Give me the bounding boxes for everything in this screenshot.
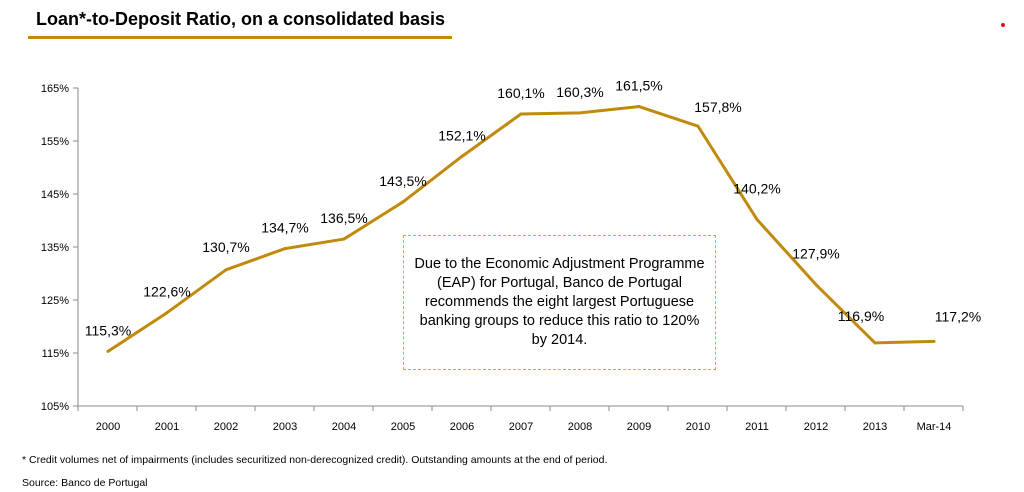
source-note: Source: Banco de Portugal [22,477,148,489]
x-tick-label: 2009 [627,421,651,433]
x-tick-label: 2000 [96,421,120,433]
x-tick-label: 2007 [509,421,533,433]
data-point [696,124,700,128]
data-point [106,349,110,353]
data-label: 160,3% [556,84,603,100]
data-point [342,237,346,241]
data-label: 136,5% [320,210,367,226]
data-point [283,247,287,251]
data-label: 117,2% [935,308,981,324]
data-point [224,268,228,272]
corner-marker [1001,23,1005,27]
annotation-text: Due to the Economic Adjustment Programme… [414,256,705,348]
data-label: 160,1% [497,85,544,101]
y-tick-label: 135% [41,242,69,254]
y-tick-label: 115% [42,348,70,360]
x-tick-label: 2011 [745,421,769,433]
y-tick-label: 165% [41,83,69,95]
y-tick-label: 125% [41,295,69,307]
data-label: 122,6% [143,284,190,300]
x-tick-label: 2013 [863,421,887,433]
x-tick-label: 2005 [391,421,415,433]
x-tick-label: 2002 [214,421,238,433]
data-point [401,200,405,204]
data-label: 127,9% [792,246,839,262]
data-point [460,154,464,158]
x-tick-label: 2001 [155,421,179,433]
footnote: * Credit volumes net of impairments (inc… [22,454,608,466]
data-point [873,341,877,345]
x-tick-label: 2010 [686,421,710,433]
data-point [578,111,582,115]
chart-title: Loan*-to-Deposit Ratio, on a consolidate… [36,9,446,29]
title-underline [28,36,452,39]
annotation-box: Due to the Economic Adjustment Programme… [403,235,716,370]
x-tick-label: 2004 [332,421,356,433]
data-label: 161,5% [615,78,662,94]
data-label: 152,1% [438,127,485,143]
x-tick-label: 2012 [804,421,828,433]
data-label: 143,5% [379,173,426,189]
y-tick-label: 105% [41,401,69,413]
y-tick-label: 145% [41,189,69,201]
data-label: 115,3% [85,322,131,338]
x-tick-label: 2006 [450,421,474,433]
data-label: 157,8% [694,99,741,115]
data-point [755,217,759,221]
data-point [814,283,818,287]
x-tick-label: 2008 [568,421,592,433]
data-label: 140,2% [733,180,780,196]
data-label: 130,7% [202,239,249,255]
data-point [637,105,641,109]
y-tick-label: 155% [41,136,69,148]
x-tick-label: 2003 [273,421,297,433]
data-point [519,112,523,116]
data-label: 134,7% [261,220,308,236]
data-label: 116,9% [838,308,884,324]
x-tick-label: Mar-14 [917,421,952,433]
data-point [932,339,936,343]
data-point [165,311,169,315]
